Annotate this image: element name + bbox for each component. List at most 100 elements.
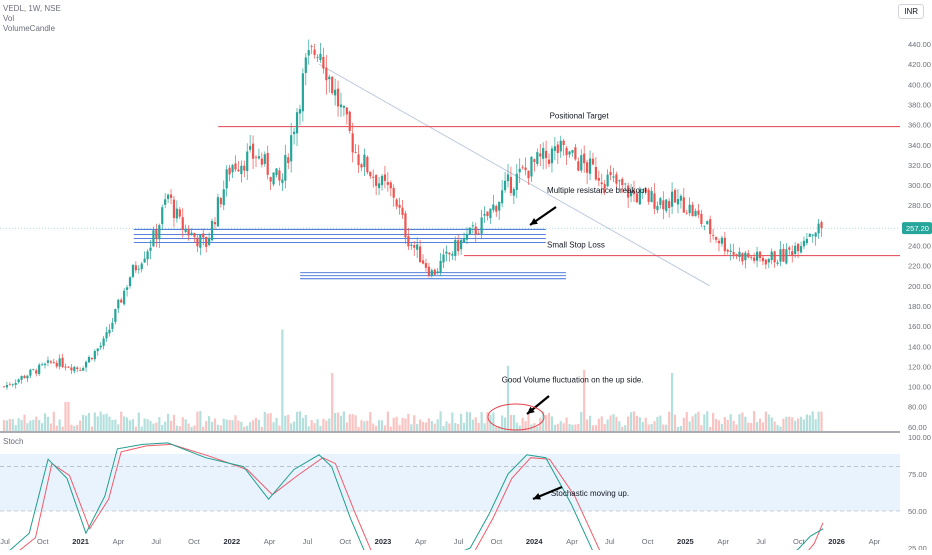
volume-bar bbox=[266, 413, 269, 431]
candle-body bbox=[219, 198, 222, 205]
candle-body bbox=[105, 332, 108, 339]
volume-bar bbox=[750, 422, 753, 431]
candle-body bbox=[632, 190, 636, 195]
candle-body bbox=[301, 73, 304, 112]
time-tick-label: Oct bbox=[642, 537, 655, 546]
volume-bar bbox=[23, 414, 26, 431]
time-tick-label: 2024 bbox=[526, 537, 544, 546]
price-tick-label: 300.00 bbox=[908, 181, 931, 190]
candle-body bbox=[732, 252, 735, 255]
volume-bar bbox=[49, 423, 52, 431]
candle-body bbox=[465, 233, 469, 240]
time-tick-label: Apr bbox=[264, 537, 276, 546]
candle-body bbox=[73, 366, 76, 372]
candle-body bbox=[703, 225, 706, 227]
candle-body bbox=[172, 199, 176, 219]
candle-body bbox=[799, 246, 803, 253]
candle-body bbox=[424, 263, 428, 268]
candle-body bbox=[694, 211, 697, 217]
candle-body bbox=[726, 249, 729, 252]
volume-bar bbox=[325, 420, 328, 431]
candle-body bbox=[451, 253, 454, 256]
volume-label[interactable]: Vol bbox=[3, 14, 15, 23]
candle-body bbox=[166, 194, 170, 199]
volume-bar bbox=[439, 411, 442, 431]
volume-bar bbox=[621, 426, 624, 431]
volume-bar bbox=[175, 425, 178, 431]
price-tick-label: 120.00 bbox=[908, 362, 931, 371]
candle-body bbox=[257, 156, 261, 159]
candle-body bbox=[231, 165, 234, 173]
volume-bar bbox=[202, 426, 205, 431]
time-tick-label: Jul bbox=[303, 537, 313, 546]
volume-bar bbox=[108, 416, 111, 431]
volume-bar bbox=[407, 413, 410, 431]
candle-body bbox=[87, 357, 91, 363]
candle-body bbox=[26, 375, 29, 379]
candle-body bbox=[187, 230, 190, 236]
candle-body bbox=[577, 161, 580, 171]
volume-bar bbox=[676, 426, 680, 431]
candle-body bbox=[600, 182, 603, 185]
price-tick-label: 400.00 bbox=[908, 80, 931, 89]
volume-bar bbox=[779, 426, 782, 431]
volume-bar bbox=[615, 416, 618, 431]
candle-body bbox=[32, 369, 35, 371]
volume-bar bbox=[498, 426, 501, 431]
volume-bar bbox=[11, 419, 14, 431]
candle-body bbox=[817, 223, 820, 234]
volume-bar bbox=[43, 413, 47, 431]
volume-bar bbox=[196, 411, 199, 431]
candle-body bbox=[571, 150, 574, 153]
stoch-d-line bbox=[12, 443, 824, 555]
volume-bar bbox=[310, 419, 313, 431]
candle-body bbox=[518, 168, 521, 173]
volume-bar bbox=[360, 420, 363, 431]
volume-bar bbox=[515, 422, 518, 431]
volume-bar bbox=[125, 417, 129, 431]
volume-bar bbox=[234, 415, 237, 431]
currency-button[interactable]: INR bbox=[898, 4, 924, 19]
candle-body bbox=[17, 379, 20, 383]
volume-bar bbox=[389, 426, 392, 431]
candle-body bbox=[131, 264, 135, 278]
candle-body bbox=[480, 217, 483, 234]
volume-bar bbox=[477, 422, 480, 431]
volume-bar bbox=[143, 418, 146, 431]
volume-bar bbox=[656, 416, 659, 431]
volume-bar bbox=[240, 421, 243, 431]
volume-bar bbox=[292, 421, 296, 431]
volume-layer bbox=[2, 329, 823, 431]
stoch-k-line bbox=[3, 442, 824, 555]
candle-body bbox=[40, 364, 44, 366]
candle-body bbox=[439, 260, 442, 273]
candle-body bbox=[149, 247, 152, 251]
candle-body bbox=[23, 375, 26, 379]
candle-body bbox=[744, 252, 747, 261]
volume-candle-label[interactable]: VolumeCandle bbox=[3, 24, 56, 33]
candle-body bbox=[550, 148, 554, 164]
time-tick-label: Apr bbox=[717, 537, 729, 546]
volume-bar bbox=[375, 425, 378, 431]
volume-bar bbox=[618, 421, 621, 431]
candle-body bbox=[290, 135, 293, 162]
volume-bar bbox=[430, 421, 433, 431]
volume-bar bbox=[152, 423, 155, 431]
volume-bar bbox=[527, 413, 530, 431]
candle-body bbox=[436, 271, 439, 274]
symbol-label[interactable]: VEDL, 1W, NSE bbox=[3, 4, 61, 13]
volume-bar bbox=[120, 411, 123, 431]
candle-body bbox=[635, 193, 639, 203]
candle-body bbox=[738, 251, 741, 257]
candle-body bbox=[216, 197, 220, 227]
candle-body bbox=[527, 170, 530, 179]
volume-bar bbox=[225, 419, 228, 431]
candle-body bbox=[688, 204, 691, 214]
candle-body bbox=[709, 219, 712, 235]
axes-layer: 60.00 80.00 100.00 120.00 140.00 160.00 180.00… bbox=[0, 40, 932, 553]
candle-body bbox=[791, 251, 794, 256]
time-tick-label: Jul bbox=[151, 537, 161, 546]
candle-body bbox=[691, 204, 694, 216]
volume-bar bbox=[442, 426, 445, 431]
